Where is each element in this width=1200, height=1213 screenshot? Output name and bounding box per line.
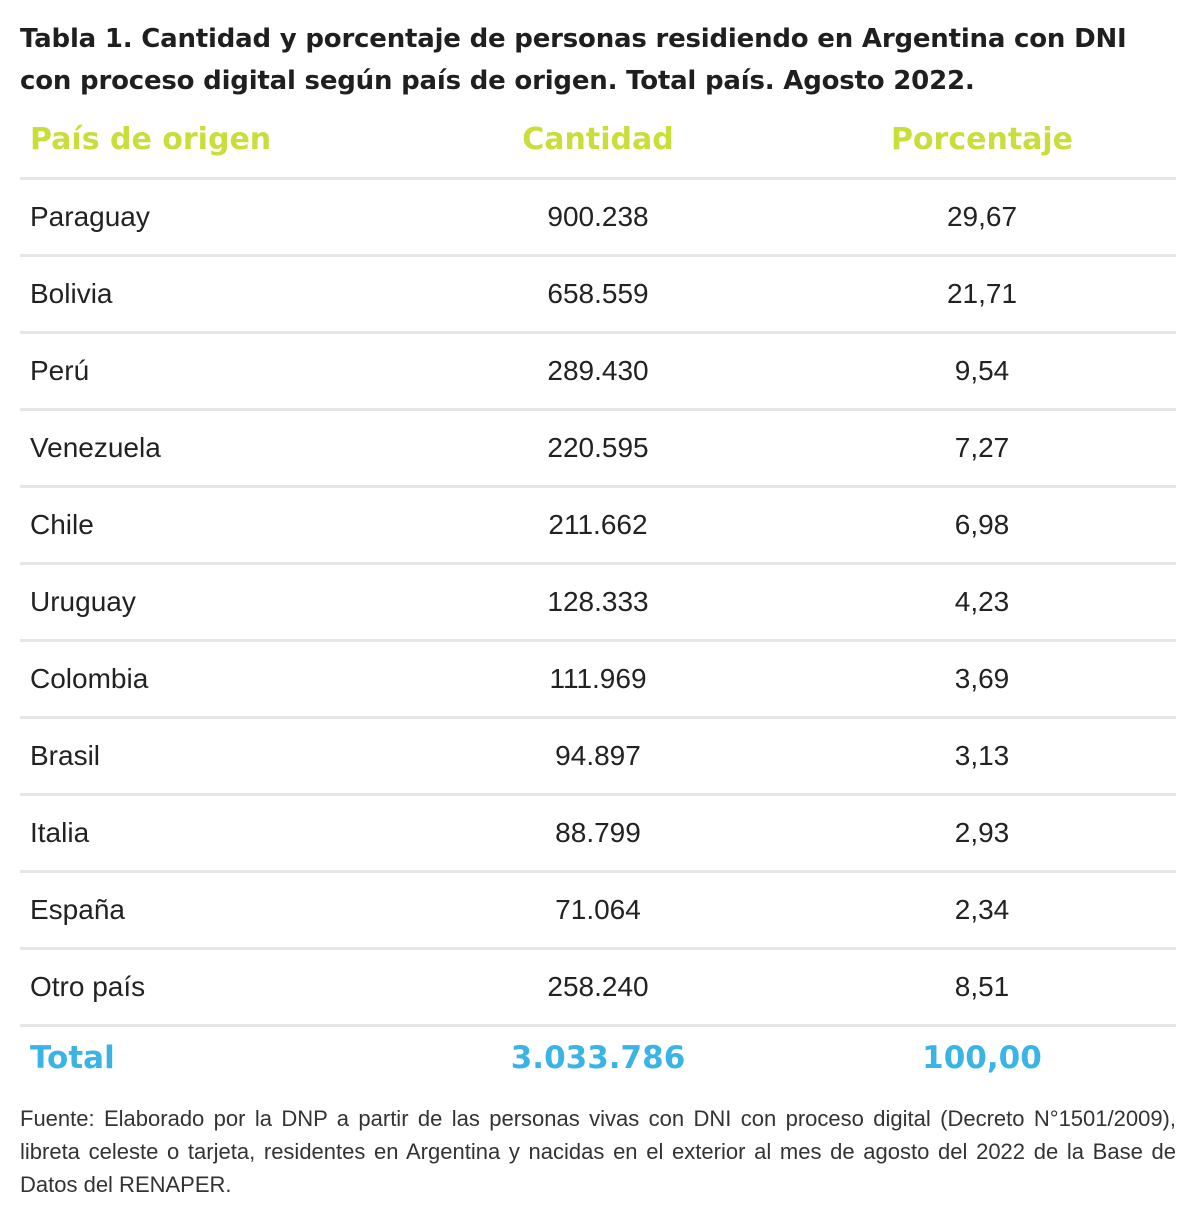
table-row: España 71.064 2,34 [20, 873, 1176, 950]
table-row: Perú 289.430 9,54 [20, 334, 1176, 411]
country-cell: España [30, 894, 125, 925]
table-row: Otro país 258.240 8,51 [20, 950, 1176, 1027]
table-total-row: Total 3.033.786 100,00 [20, 1027, 1176, 1089]
source-footnote: Fuente: Elaborado por la DNP a partir de… [20, 1106, 1176, 1197]
quantity-cell: 658.559 [547, 278, 649, 309]
total-label: Total [30, 1040, 115, 1076]
percent-cell: 8,51 [954, 971, 1010, 1002]
country-cell: Perú [30, 355, 90, 386]
table-row: Chile 211.662 6,98 [20, 488, 1176, 565]
table-row: Brasil 94.897 3,13 [20, 719, 1176, 796]
percent-cell: 29,67 [946, 201, 1018, 232]
table-row: Italia 88.799 2,93 [20, 796, 1176, 873]
table-row: Uruguay 128.333 4,23 [20, 565, 1176, 642]
header-percent: Porcentaje [890, 122, 1074, 157]
quantity-cell: 128.333 [547, 586, 649, 617]
table-header-row: País de origen Cantidad Porcentaje [20, 112, 1176, 180]
country-cell: Otro país [30, 971, 146, 1002]
header-quantity: Cantidad [522, 122, 674, 157]
percent-cell: 2,34 [954, 894, 1010, 925]
quantity-cell: 71.064 [555, 894, 641, 925]
country-cell: Paraguay [30, 201, 150, 232]
country-cell: Uruguay [30, 586, 136, 617]
country-cell: Brasil [30, 740, 101, 771]
country-cell: Venezuela [30, 432, 161, 463]
percent-cell: 4,23 [954, 586, 1010, 617]
percent-cell: 21,71 [946, 278, 1018, 309]
percent-cell: 6,98 [954, 509, 1010, 540]
country-cell: Chile [30, 509, 94, 540]
country-cell: Italia [30, 817, 90, 848]
table-title: Tabla 1. Cantidad y porcentaje de person… [20, 24, 1127, 96]
percent-cell: 7,27 [954, 432, 1010, 463]
table-row: Venezuela 220.595 7,27 [20, 411, 1176, 488]
table-row: Colombia 111.969 3,69 [20, 642, 1176, 719]
country-cell: Bolivia [30, 278, 113, 309]
quantity-cell: 289.430 [547, 355, 649, 386]
quantity-cell: 220.595 [547, 432, 649, 463]
quantity-cell: 94.897 [555, 740, 641, 771]
data-table: País de origen Cantidad Porcentaje Parag… [20, 112, 1176, 1089]
percent-cell: 2,93 [954, 817, 1010, 848]
quantity-cell: 211.662 [548, 509, 648, 540]
table-row: Bolivia 658.559 21,71 [20, 257, 1176, 334]
percent-cell: 9,54 [954, 355, 1010, 386]
total-quantity: 3.033.786 [510, 1040, 686, 1076]
table-row: Paraguay 900.238 29,67 [20, 180, 1176, 257]
quantity-cell: 900.238 [547, 201, 649, 232]
quantity-cell: 258.240 [547, 971, 649, 1002]
header-country: País de origen [30, 122, 272, 157]
percent-cell: 3,69 [954, 663, 1010, 694]
percent-cell: 3,13 [954, 740, 1010, 771]
quantity-cell: 88.799 [555, 817, 641, 848]
country-cell: Colombia [30, 663, 149, 694]
quantity-cell: 111.969 [549, 663, 647, 694]
total-percent: 100,00 [922, 1040, 1042, 1076]
